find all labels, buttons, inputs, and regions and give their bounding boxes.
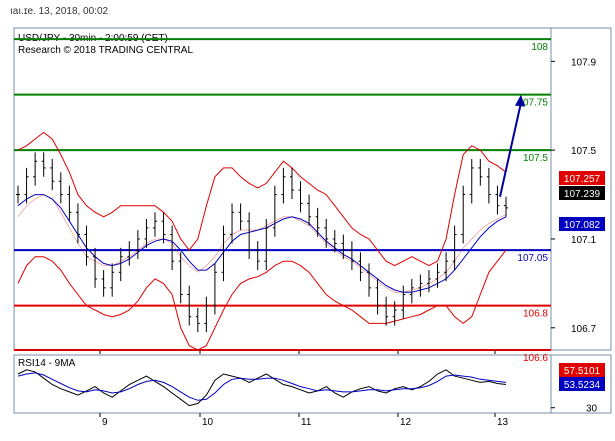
level-label: 108 [531,42,548,53]
x-tick-label: 11 [301,417,312,428]
price-tag-box [559,217,605,231]
price-tags: 107.257 107.239 107.082 [559,171,605,231]
level-label: 107.05 [517,253,548,264]
bollinger-bands [17,131,507,351]
time-axis: 9 10 11 12 13 [99,350,509,428]
support-resistance-levels: 108 107.75 107.5 107.05 106.8 106.6 [14,38,551,364]
main-panel [13,27,552,351]
rsi-series [17,369,507,407]
bollinger-mid [17,194,507,293]
forecast-arrow [499,94,525,197]
y-tick-label: 107.9 [571,57,596,68]
x-tick-label: 13 [497,417,509,428]
price-tag-box [559,171,605,185]
bollinger-lower [17,249,507,351]
rsi-title: RSI14 - 9MA [18,358,76,369]
rsi-tag-box [559,377,605,391]
forecast-arrow-shaft [499,102,522,197]
price-series [16,152,508,333]
rsi-y-tick-label: 30 [586,404,598,415]
bollinger-upper [17,131,507,267]
forecast-arrow-head [515,94,525,107]
price-tag-label: 107.082 [564,220,601,231]
level-label: 106.8 [523,309,548,320]
level-label: 106.6 [523,353,548,364]
price-tag-box [559,186,605,200]
x-tick-label: 10 [202,417,214,428]
price-tag-label: 107.239 [564,189,601,200]
moving-average [17,194,507,293]
rsi-line [17,369,507,407]
chart-subtitle: Research © 2018 TRADING CENTRAL [18,45,193,56]
rsi-ma-line [17,372,507,401]
rsi-tag-box [559,363,605,377]
level-label: 107.5 [523,153,548,164]
price-tag-label: 107.257 [564,174,601,185]
x-tick-label: 12 [400,417,412,428]
price-axis: 106.7 107.1 107.5 107.9 [551,57,596,335]
level-label: 107.75 [517,98,548,109]
y-tick-label: 107.5 [571,146,596,157]
date-label: ıaı.ɪe. 13, 2018, 00:02 [10,6,109,17]
rsi-axis: 30 57.5101 53.5234 [551,363,605,415]
rsi-tag-label: 57.5101 [564,366,601,377]
x-tick-label: 9 [102,417,108,428]
y-tick-label: 107.1 [571,235,596,246]
y-tick-label: 106.7 [571,324,596,335]
rsi-tag-label: 53.5234 [564,380,601,391]
